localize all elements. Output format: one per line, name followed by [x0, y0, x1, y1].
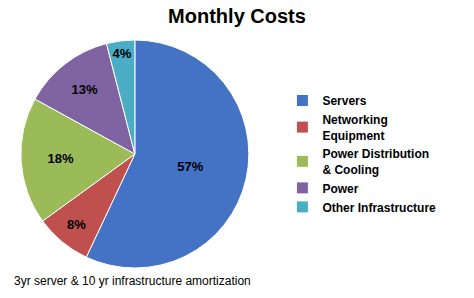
- svg-text:4%: 4%: [113, 46, 132, 61]
- svg-text:18%: 18%: [48, 151, 74, 166]
- svg-text:NetworkingEquipment: NetworkingEquipment: [322, 113, 387, 143]
- svg-text:Servers: Servers: [322, 94, 366, 108]
- svg-text:Monthly Costs: Monthly Costs: [168, 5, 306, 27]
- svg-text:57%: 57%: [177, 159, 203, 174]
- svg-text:Power: Power: [322, 182, 358, 196]
- svg-text:Power Distribution& Cooling: Power Distribution& Cooling: [322, 147, 429, 177]
- svg-text:8%: 8%: [67, 217, 86, 232]
- svg-text:3yr server & 10 yr infrastruct: 3yr server & 10 yr infrastructure amorti…: [14, 274, 251, 288]
- svg-text:Other Infrastructure: Other Infrastructure: [322, 201, 436, 215]
- svg-text:13%: 13%: [72, 82, 98, 97]
